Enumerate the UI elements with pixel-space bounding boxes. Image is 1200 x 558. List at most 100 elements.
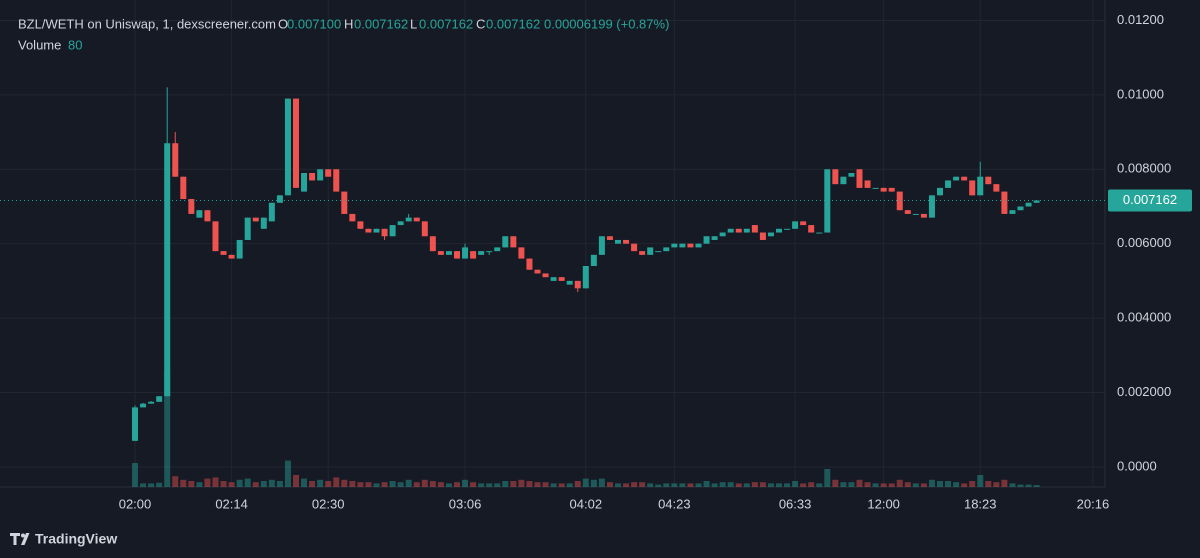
candle-body (268, 202, 275, 222)
candle-body (679, 243, 686, 248)
candle-body (888, 187, 895, 192)
y-tick-label: 0.01200 (1117, 12, 1164, 27)
brand-logo (10, 533, 30, 545)
volume-bar (236, 479, 243, 487)
candle-body (631, 243, 638, 252)
volume-bar (945, 481, 952, 487)
volume-bar (953, 482, 960, 487)
candle-body (848, 172, 855, 177)
candle-body (615, 239, 621, 244)
volume-bar (381, 482, 388, 487)
candle-body (872, 187, 879, 189)
x-tick-label: 03:06 (449, 496, 482, 511)
candle-body (582, 266, 589, 289)
volume-label: Volume (18, 37, 61, 52)
candle-body (534, 269, 541, 274)
candle-body (1001, 191, 1008, 214)
candle-body (832, 169, 839, 185)
candle-body (574, 280, 581, 289)
volume-bar (276, 481, 283, 487)
candle-body (792, 221, 799, 229)
volume-bar (912, 483, 919, 487)
volume-bar (590, 479, 597, 487)
candle-body (365, 228, 372, 233)
volume-bar (462, 479, 469, 487)
x-tick-label: 20:16 (1077, 496, 1110, 511)
candle-body (800, 221, 807, 226)
candle-body (880, 187, 887, 192)
volume-bar (518, 479, 525, 487)
candle-body (397, 221, 404, 226)
volume-bar (937, 481, 943, 487)
volume-bar (252, 482, 259, 487)
candle-body (188, 199, 195, 214)
candle-body (695, 243, 702, 248)
candle-body (687, 243, 694, 248)
candle-body (767, 232, 774, 237)
y-tick-label: 0.004000 (1117, 310, 1171, 325)
volume-bar (268, 479, 275, 487)
candle-body (655, 251, 662, 253)
candle-body (462, 247, 469, 259)
volume-bar (140, 483, 147, 487)
candle-body (719, 232, 726, 237)
candle-body (454, 251, 460, 259)
candle-body (301, 172, 308, 192)
candle-body (284, 98, 291, 196)
candle-body (494, 247, 501, 252)
volume-bar (397, 482, 404, 487)
candle-body (132, 407, 138, 441)
candle-body (550, 277, 557, 281)
candle-body (1017, 206, 1024, 211)
candle-body (953, 176, 960, 181)
candle-body (220, 251, 227, 255)
change-label: 0.00006199 (+0.87%) (544, 16, 669, 31)
volume-bar (920, 483, 927, 487)
candle-body (945, 180, 952, 188)
candle-body (606, 236, 613, 240)
candle-body (735, 228, 742, 233)
volume-bar (550, 483, 557, 487)
chart-title: BZL/WETH on Uniswap, 1, dexscreener.com (18, 16, 276, 31)
candle-body (663, 247, 670, 252)
candle-body (204, 210, 211, 222)
volume-bar (228, 482, 235, 487)
candle-body (784, 228, 791, 230)
volume-bar (631, 482, 638, 487)
candle-body (751, 225, 758, 233)
x-tick-label: 12:00 (867, 496, 900, 511)
candle-body (759, 232, 766, 240)
candle-body (180, 176, 187, 200)
volume-bar (663, 483, 670, 487)
candle-body (252, 217, 259, 222)
candle-body (228, 254, 235, 259)
volume-bar (784, 483, 791, 487)
volume-bar (260, 481, 267, 487)
candle-body (470, 251, 477, 259)
volume-bar (405, 479, 412, 487)
ohlc-key: L (410, 16, 417, 31)
volume-bar (856, 479, 863, 487)
candle-body (244, 217, 251, 240)
candle-body (317, 169, 324, 181)
candle-body (164, 143, 171, 397)
volume-bar (695, 483, 702, 487)
ohlc-key: O (278, 16, 288, 31)
volume-bar (792, 481, 799, 487)
volume-bar (148, 483, 155, 487)
candle-body (349, 213, 356, 222)
volume-bar (687, 483, 694, 487)
volume-bar (357, 482, 364, 487)
volume-bar (671, 483, 678, 487)
volume-bar (928, 479, 935, 487)
volume-bar (816, 483, 823, 487)
volume-bar (904, 482, 911, 487)
candle-body (421, 221, 428, 237)
candle-body (260, 217, 267, 229)
candle-body (623, 239, 630, 244)
candle-body (429, 236, 436, 252)
candle-body (864, 180, 871, 188)
candle-body (671, 243, 678, 248)
x-tick-label: 04:23 (658, 496, 691, 511)
